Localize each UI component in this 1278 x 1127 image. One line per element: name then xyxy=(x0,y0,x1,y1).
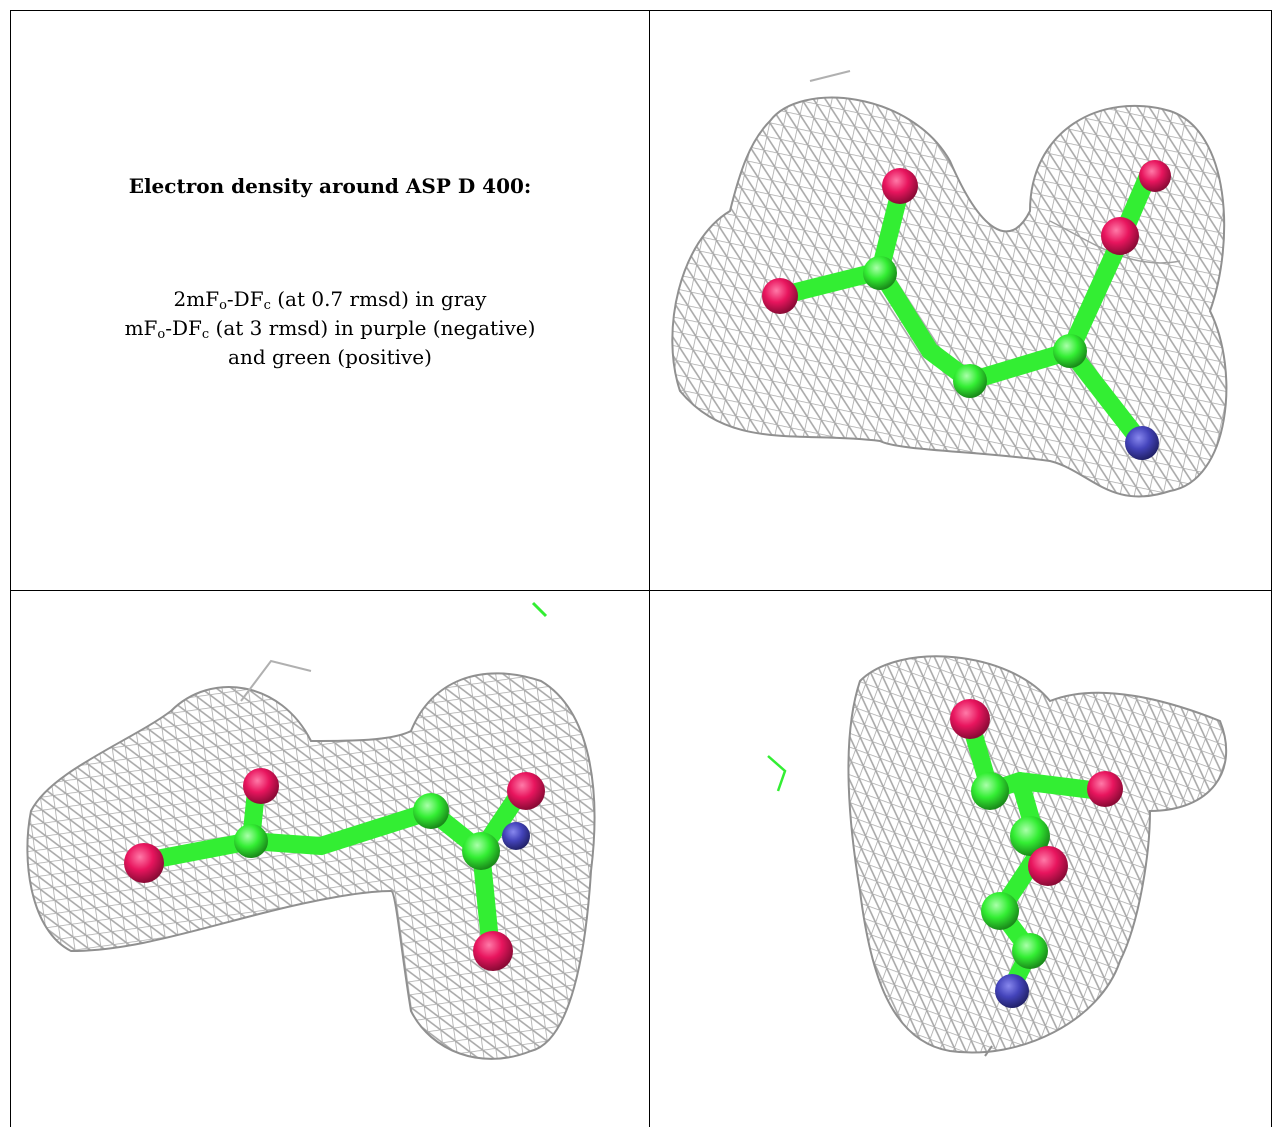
density-view-top-right xyxy=(650,11,1271,590)
table-divider-vertical xyxy=(649,10,650,1127)
legend-1-term: 2mF xyxy=(173,287,220,311)
figure-legend: 2mFo-DFc (at 0.7 rmsd) in gray mFo-DFc (… xyxy=(11,285,649,372)
legend-1-sub-o: o xyxy=(219,298,227,313)
legend-2-sub-c: c xyxy=(201,327,210,342)
table-border-right xyxy=(1271,10,1272,1127)
molecule-model xyxy=(762,160,1171,460)
table-divider-horizontal xyxy=(10,590,1272,591)
legend-line-2: mFo-DFc (at 3 rmsd) in purple (negative) xyxy=(11,314,649,343)
figure-title: Electron density around ASP D 400: xyxy=(128,174,532,198)
density-view-bottom-left xyxy=(11,591,649,1127)
figure-table: Electron density around ASP D 400: 2mFo-… xyxy=(10,10,1272,1127)
legend-1-desc: (at 0.7 rmsd) in gray xyxy=(270,287,487,311)
legend-line-3: and green (positive) xyxy=(228,345,432,369)
molecule-model xyxy=(950,699,1123,1008)
legend-2-sub-o: o xyxy=(157,327,166,342)
legend-1-term2: -DF xyxy=(226,287,264,311)
legend-2-term2: -DF xyxy=(165,316,202,340)
density-view-bottom-right xyxy=(650,591,1271,1127)
density-mesh-image-1 xyxy=(671,70,1228,498)
legend-line-1: 2mFo-DFc (at 0.7 rmsd) in gray xyxy=(11,285,649,314)
density-mesh-image-3 xyxy=(767,655,1228,1057)
density-mesh-image-2 xyxy=(26,601,596,1060)
legend-2-term: mF xyxy=(124,316,158,340)
legend-2-desc: (at 3 rmsd) in purple (negative) xyxy=(209,316,536,340)
caption-cell: Electron density around ASP D 400: 2mFo-… xyxy=(11,11,649,590)
table-border-top xyxy=(10,10,1272,11)
mesh-surface xyxy=(26,601,596,1060)
molecule-model xyxy=(124,768,545,971)
table-border-left xyxy=(10,10,11,1127)
legend-1-sub-c: c xyxy=(263,298,271,313)
